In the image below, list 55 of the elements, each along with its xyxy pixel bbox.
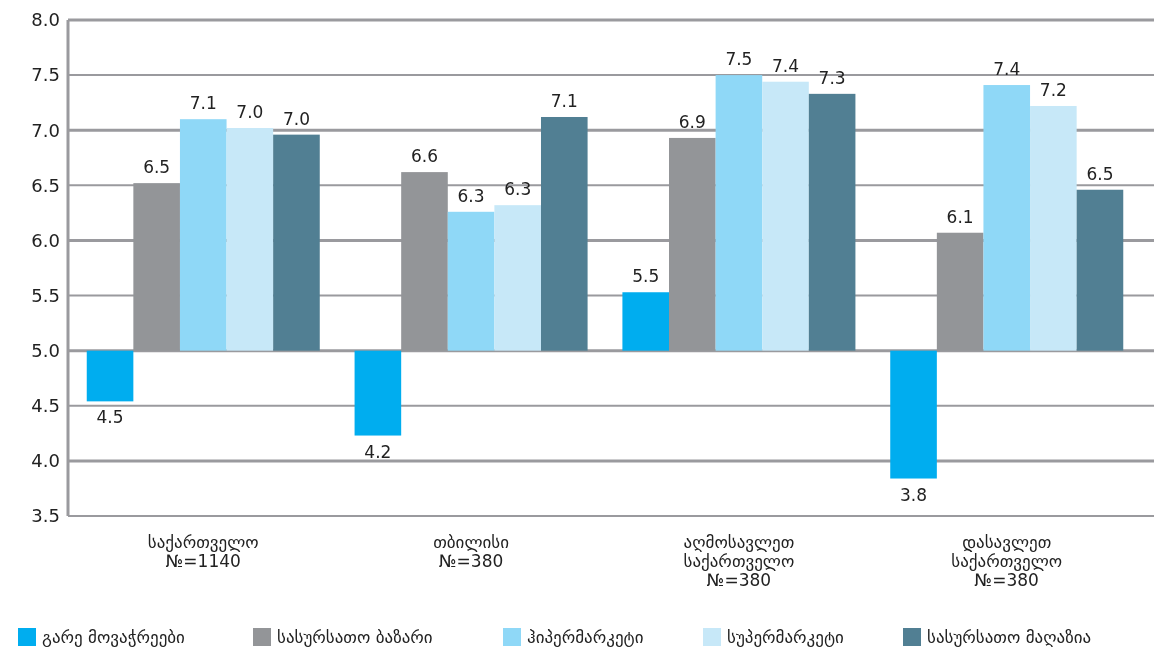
bar	[622, 292, 670, 351]
data-label: 3.8	[900, 484, 928, 505]
y-tick-label: 3.5	[31, 505, 60, 527]
data-label: 7.4	[993, 59, 1021, 80]
bar	[808, 93, 856, 351]
y-tick-label: 7.0	[31, 119, 60, 141]
data-label: 6.9	[678, 111, 706, 132]
y-tick-label: 8.0	[31, 9, 60, 31]
data-label: 6.6	[410, 146, 439, 167]
bar	[983, 85, 1031, 351]
data-label: 4.5	[96, 407, 124, 428]
bar	[890, 350, 937, 479]
legend-label: ჰიპერმარკეტი	[527, 627, 644, 647]
data-label: 6.5	[1086, 163, 1114, 184]
bar	[715, 75, 763, 351]
data-label: 7.5	[725, 49, 753, 70]
data-label: 7.0	[282, 108, 310, 129]
legend-label: სუპერმარკეტი	[727, 627, 844, 647]
legend-label: სასურსათო მაღაზია	[927, 627, 1092, 647]
bar	[179, 119, 227, 351]
x-tick-label: თბილისი №=380	[433, 532, 509, 571]
bar	[1076, 189, 1124, 351]
data-label: 5.5	[632, 266, 660, 287]
data-label: 7.3	[818, 67, 846, 88]
legend-label: გარე მოვაჭრეები	[42, 627, 185, 647]
y-tick-label: 6.0	[31, 229, 60, 251]
data-label: 7.0	[236, 102, 264, 123]
data-label: 6.3	[504, 179, 532, 200]
bar	[494, 205, 541, 351]
x-tick-label: საქართველო №=1140	[147, 532, 259, 571]
bar	[447, 211, 495, 351]
data-label: 6.3	[457, 185, 485, 206]
y-tick-label: 5.0	[31, 339, 60, 361]
bar	[762, 81, 809, 351]
y-tick-label: 7.5	[31, 64, 60, 86]
data-label: 4.2	[364, 441, 392, 462]
data-label: 7.4	[771, 55, 800, 76]
data-label: 7.1	[189, 93, 217, 114]
data-label: 6.5	[143, 157, 171, 178]
data-label: 7.1	[550, 91, 578, 111]
x-tick-label: აღმოსავლეთ საქართველო №=380	[683, 532, 795, 590]
data-label: 6.1	[946, 206, 974, 227]
bar	[1030, 105, 1077, 351]
y-tick-label: 5.5	[31, 284, 60, 306]
bar	[86, 350, 134, 402]
data-label: 7.2	[1039, 79, 1067, 100]
y-tick-label: 4.5	[31, 395, 60, 417]
bar	[273, 134, 320, 351]
legend-label: სასურსათო ბაზარი	[277, 627, 433, 647]
bar	[540, 117, 588, 351]
y-tick-label: 4.0	[31, 450, 60, 472]
bar	[354, 350, 402, 436]
y-tick-label: 6.5	[31, 174, 60, 196]
x-tick-label: დასავლეთ საქართველო №=380	[951, 532, 1063, 590]
bar	[226, 128, 274, 351]
